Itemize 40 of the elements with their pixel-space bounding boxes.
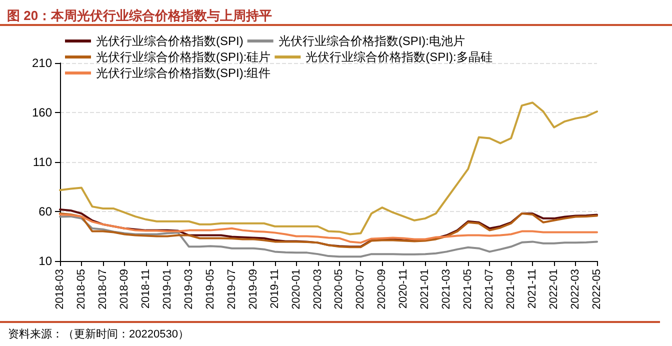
- x-tick-label: 2019-09: [247, 269, 260, 310]
- text: 资料来源：（更新时间：20220530）: [8, 328, 189, 340]
- x-tick-label: 2022-01: [548, 269, 560, 310]
- x-tick-label: 2019-07: [226, 269, 238, 310]
- x-tick-label: 2021-11: [526, 269, 539, 309]
- x-tick-label: 2021-03: [440, 269, 453, 310]
- legend-label: 光伏行业综合价格指数(SPI):电池片: [278, 34, 466, 48]
- line-series: [59, 102, 598, 236]
- y-tick-label: 210: [32, 56, 52, 70]
- x-tick-label: 2018-05: [75, 269, 88, 310]
- y-tick-label: 160: [32, 106, 52, 120]
- y-tick-label: 110: [32, 155, 52, 169]
- legend-label: 光伏行业综合价格指数(SPI):硅片: [96, 50, 271, 64]
- x-tick-label: 2018-07: [96, 269, 109, 310]
- legend-label: 光伏行业综合价格指数(SPI):多晶硅: [306, 50, 492, 64]
- x-tick-label: 2019-01: [161, 269, 174, 310]
- x-tick-label: 2022-03: [570, 269, 582, 310]
- legend-label: 光伏行业综合价格指数(SPI): [96, 34, 244, 48]
- x-tick-label: 2019-05: [204, 269, 216, 310]
- line-series: [59, 215, 598, 258]
- x-tick-label: 2022-05: [591, 269, 603, 310]
- x-tick-label: 2020-05: [333, 269, 346, 310]
- x-tick-label: 2020-01: [290, 269, 302, 310]
- x-tick-label: 2018-03: [54, 269, 66, 310]
- x-tick-label: 2020-09: [376, 269, 388, 310]
- x-tick-label: 2021-01: [419, 269, 432, 310]
- x-tick-label: 2020-07: [354, 269, 367, 310]
- x-tick-label: 2021-09: [505, 269, 518, 310]
- x-tick-label: 2021-07: [484, 269, 496, 310]
- x-tick-label: 2018-11: [140, 269, 152, 309]
- legend-label: 光伏行业综合价格指数(SPI):组件: [96, 66, 271, 80]
- x-tick-label: 2019-11: [268, 269, 281, 309]
- x-tick-label: 2020-03: [312, 269, 324, 310]
- x-tick-label: 2018-09: [118, 269, 130, 310]
- chart-title: 图 20：本周光伏行业综合价格指数与上周持平: [7, 8, 272, 23]
- y-tick-label: 10: [38, 254, 52, 268]
- x-tick-label: 2021-05: [462, 269, 474, 310]
- x-tick-label: 2019-03: [182, 269, 195, 310]
- x-tick-label: 2020-11: [398, 269, 410, 309]
- y-tick-label: 60: [38, 204, 52, 218]
